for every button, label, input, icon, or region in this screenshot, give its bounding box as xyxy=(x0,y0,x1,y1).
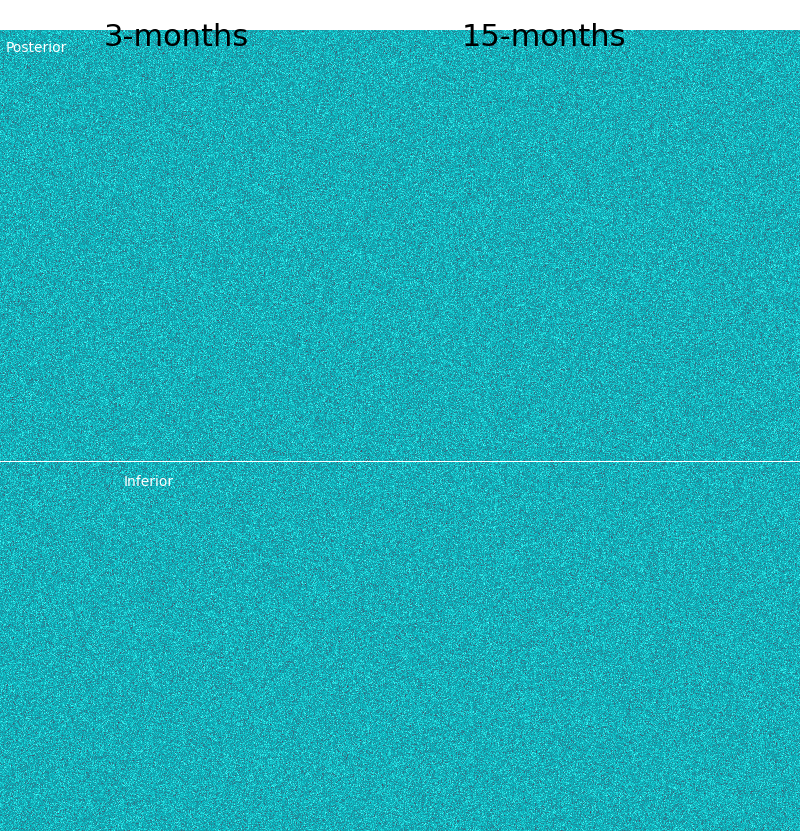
Text: 15-months: 15-months xyxy=(462,23,626,52)
Text: Inferior: Inferior xyxy=(124,475,174,489)
Text: Posterior: Posterior xyxy=(6,41,67,55)
Text: 3-months: 3-months xyxy=(103,23,249,52)
